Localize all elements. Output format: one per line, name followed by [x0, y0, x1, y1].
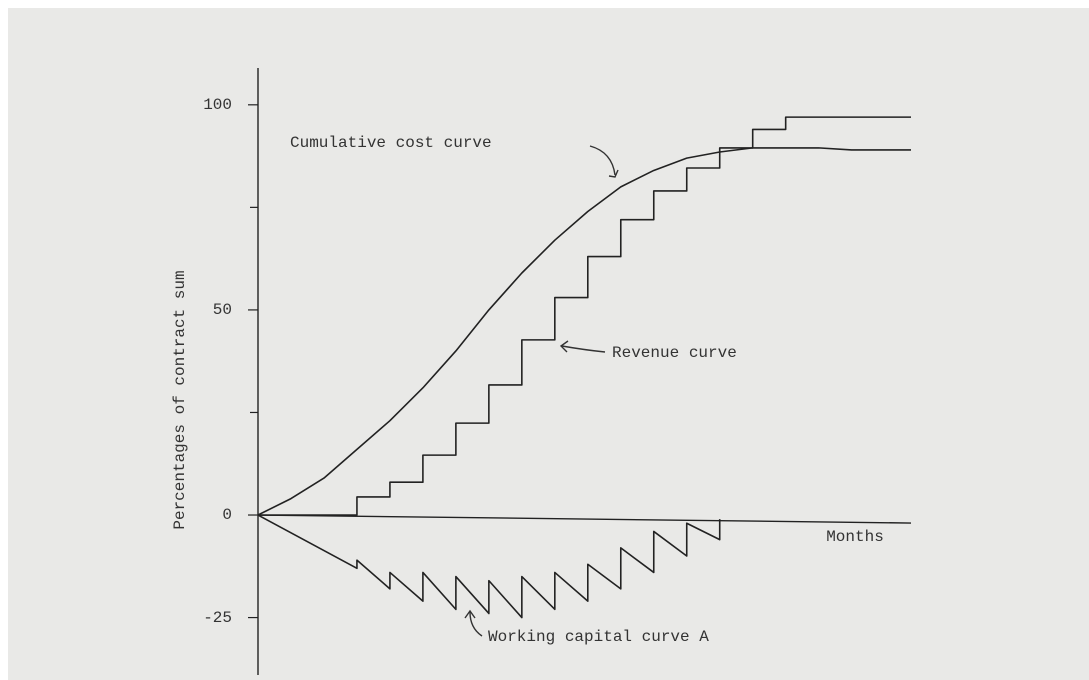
arrow: [589, 145, 616, 176]
series-line: [258, 116, 911, 516]
annotation: Working capital curve A: [488, 628, 709, 646]
x-axis-label: Months: [826, 528, 884, 546]
paper: [8, 8, 1089, 680]
y-tick-label: 100: [203, 96, 232, 114]
y-axis-label: Percentages of contract sum: [171, 270, 189, 529]
y-tick-label: 50: [213, 301, 232, 319]
annotation: Cumulative cost curve: [290, 134, 492, 152]
annotation: Revenue curve: [612, 344, 737, 362]
arrow: [561, 345, 606, 353]
series-line: [257, 514, 721, 619]
annotation-arrows: [464, 145, 619, 637]
arrow-head: [559, 340, 569, 353]
y-tick-label: 0: [222, 506, 232, 524]
arrow-head: [608, 169, 619, 178]
arrow-head: [464, 609, 476, 619]
arrow: [469, 611, 483, 637]
y-tick-label: -25: [203, 609, 232, 627]
series-line: [257, 147, 911, 516]
x-axis: [257, 514, 912, 524]
